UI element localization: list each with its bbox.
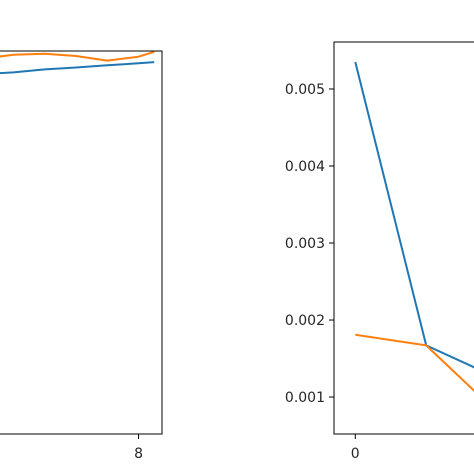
y-tick-label: 0.001 [285,390,325,406]
axes-frame [333,41,474,435]
series-line-1 [0,61,155,75]
y-tick-label: 0.004 [285,159,325,175]
series-line-2 [0,50,155,62]
y-tick-label: 0.002 [285,313,325,329]
series-line-2 [355,333,474,392]
right-chart: 0 0.001 0.002 0.003 0.004 0.005 [285,41,474,462]
axes-frame [0,50,163,435]
x-tick-label: 8 [134,446,143,462]
x-tick-label: 0 [351,446,360,462]
series-line-1 [354,61,474,369]
left-chart: 8 [0,50,163,462]
y-tick-label: 0.003 [285,236,325,252]
y-tick-label: 0.005 [285,82,325,98]
